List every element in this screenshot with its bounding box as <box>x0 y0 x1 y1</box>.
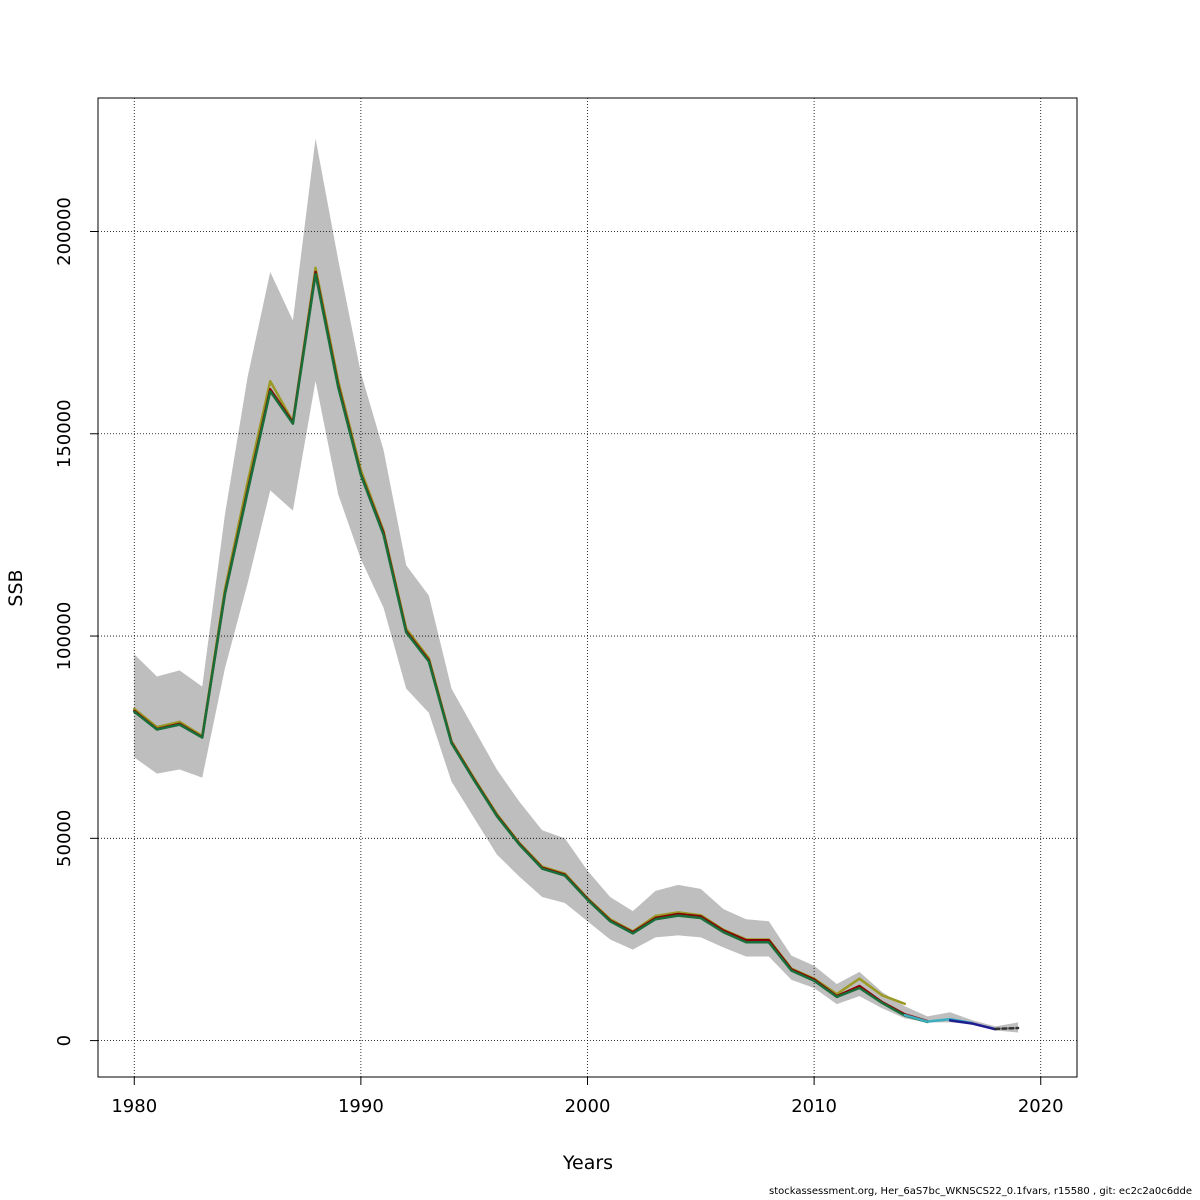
x-tick-label: 1980 <box>111 1096 157 1117</box>
series-line-3 <box>133 272 929 1024</box>
x-tick-label: 2010 <box>791 1096 837 1117</box>
series-line-6 <box>994 1026 1020 1031</box>
confidence-band <box>134 138 1019 1033</box>
y-tick-label: 150000 <box>54 399 75 468</box>
y-tick-label: 50000 <box>54 810 75 867</box>
x-tick-label: 1990 <box>338 1096 384 1117</box>
y-tick-label: 200000 <box>54 197 75 266</box>
x-tick-label: 2000 <box>565 1096 611 1117</box>
y-tick-label: 0 <box>54 1035 75 1046</box>
y-tick-label: 100000 <box>54 602 75 671</box>
x-axis-title: Years <box>562 1152 613 1174</box>
y-axis-title: SSB <box>5 569 27 606</box>
axis-layer: 1980 1990 2000 2010 2020 0 50000 100000 150000 20… <box>54 197 1064 1117</box>
confidence-band-layer <box>134 138 1019 1033</box>
x-tick-label: 2020 <box>1018 1096 1064 1117</box>
grid-layer <box>98 98 1077 1077</box>
series-layer <box>133 266 1020 1031</box>
footer-credit: stockassessment.org, Her_6aS7bc_WKNSCS22… <box>768 1186 1192 1197</box>
series-line-5 <box>948 1019 997 1031</box>
